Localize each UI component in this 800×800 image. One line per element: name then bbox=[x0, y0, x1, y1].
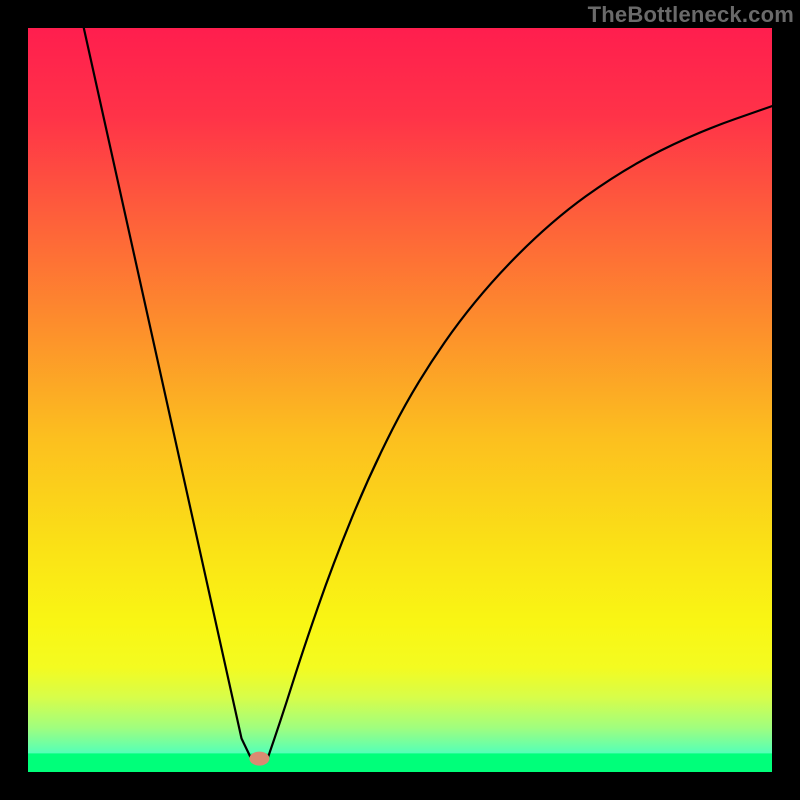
watermark-text: TheBottleneck.com bbox=[588, 2, 794, 28]
chart-svg bbox=[28, 28, 772, 772]
chart-outer-frame: TheBottleneck.com bbox=[0, 0, 800, 800]
gradient-background bbox=[28, 28, 772, 772]
green-floor-band bbox=[28, 753, 772, 772]
minimum-marker bbox=[249, 752, 269, 766]
plot-area bbox=[28, 28, 772, 772]
